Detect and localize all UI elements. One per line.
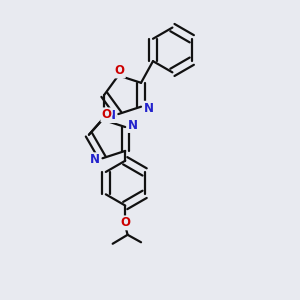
Text: N: N (106, 109, 116, 122)
Text: N: N (143, 102, 154, 115)
Text: O: O (115, 64, 125, 77)
Text: O: O (120, 216, 130, 230)
Text: N: N (90, 153, 100, 166)
Text: O: O (101, 108, 111, 122)
Text: N: N (128, 119, 138, 132)
